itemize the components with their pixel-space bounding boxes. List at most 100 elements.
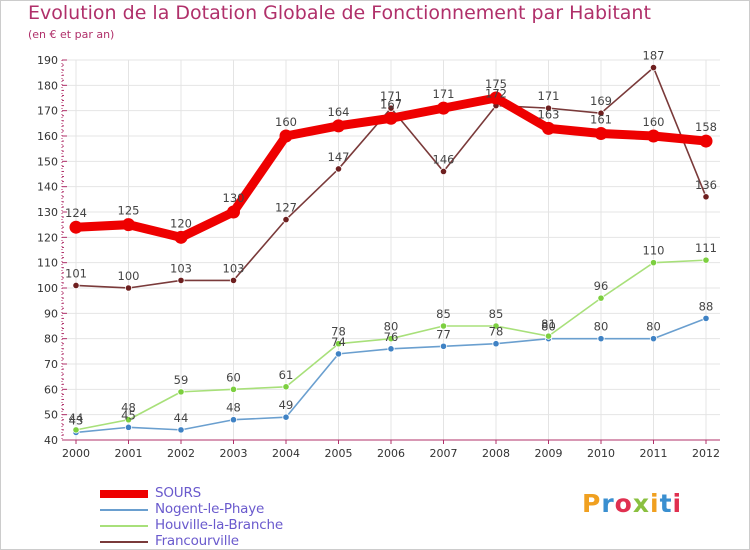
data-label: 167 <box>380 97 402 111</box>
x-tick-label: 2009 <box>535 447 563 460</box>
data-point <box>124 416 133 424</box>
data-point <box>177 276 185 284</box>
y-tick-label: 150 <box>37 155 58 168</box>
data-point <box>229 276 238 284</box>
data-point <box>387 335 395 343</box>
data-label: 110 <box>643 244 665 258</box>
data-label: 100 <box>118 269 140 283</box>
data-label: 187 <box>643 49 665 63</box>
data-label: 88 <box>699 299 714 313</box>
logo-letter: i <box>672 489 683 518</box>
x-tick-label: 2011 <box>640 447 668 460</box>
legend-label: Francourville <box>155 533 239 549</box>
data-label: 127 <box>275 201 297 215</box>
x-tick-label: 2002 <box>167 447 195 460</box>
data-point <box>69 220 83 234</box>
data-point <box>384 111 398 125</box>
x-tick-label: 2000 <box>62 447 90 460</box>
data-point <box>229 385 238 393</box>
data-label: 85 <box>489 307 504 321</box>
y-tick-label: 140 <box>37 181 58 194</box>
data-label: 44 <box>174 411 189 425</box>
data-point <box>72 281 80 290</box>
axes: 40 50 60 70 80 90 100 110 120 130 140 150 160 170 180 1… <box>37 54 720 460</box>
y-tick-label: 40 <box>44 434 58 447</box>
legend-swatch <box>100 541 148 543</box>
x-tick-label: 2012 <box>692 447 720 460</box>
data-point <box>439 342 448 350</box>
legend-swatch <box>100 509 148 511</box>
y-tick-label: 90 <box>44 307 58 320</box>
data-label: 78 <box>489 325 504 339</box>
y-tick-label: 110 <box>37 257 58 270</box>
data-label: 43 <box>69 413 84 427</box>
logo-letter: t <box>659 489 673 518</box>
data-point <box>597 294 605 302</box>
x-tick-label: 2001 <box>115 447 143 460</box>
data-point <box>174 230 188 244</box>
data-label: 124 <box>65 206 87 220</box>
data-point <box>334 165 343 173</box>
data-label: 175 <box>485 77 507 91</box>
data-label: 164 <box>328 105 350 119</box>
data-point <box>439 322 448 330</box>
data-point <box>649 259 658 267</box>
x-tick-label: 2003 <box>220 447 248 460</box>
data-point <box>122 218 135 232</box>
data-point <box>647 129 660 143</box>
x-tick-label: 2010 <box>587 447 615 460</box>
data-label: 171 <box>433 87 455 101</box>
legend-label: Nogent-le-Phaye <box>155 501 265 517</box>
data-label: 48 <box>121 401 136 415</box>
x-tick-label: 2007 <box>430 447 458 460</box>
logo-letter: r <box>601 489 615 518</box>
y-tick-label: 180 <box>37 79 58 92</box>
data-label: 78 <box>331 325 346 339</box>
data-label: 101 <box>65 266 87 280</box>
data-label: 44 <box>69 411 84 425</box>
grid-lines <box>62 59 720 441</box>
logo-letter: P <box>582 489 602 518</box>
data-point <box>597 109 605 117</box>
y-tick-label: 70 <box>44 358 58 371</box>
data-point <box>227 205 240 219</box>
data-point <box>282 413 290 421</box>
x-tick-label: 2008 <box>482 447 510 460</box>
data-point <box>72 426 80 434</box>
data-point <box>282 383 290 391</box>
data-point <box>594 126 608 140</box>
data-label: 74 <box>331 335 346 349</box>
data-point <box>282 216 290 224</box>
data-point <box>334 340 343 348</box>
data-label: 171 <box>538 89 560 103</box>
data-label: 158 <box>695 120 717 134</box>
data-point <box>699 134 713 148</box>
data-label: 169 <box>590 94 612 108</box>
data-label: 80 <box>541 320 556 334</box>
data-point <box>649 64 658 72</box>
data-point <box>544 332 553 340</box>
data-label: 146 <box>433 152 455 166</box>
data-point <box>387 345 395 353</box>
y-tick-label: 60 <box>44 383 58 396</box>
data-label: 163 <box>538 107 560 121</box>
data-point <box>279 129 293 143</box>
data-point <box>597 335 605 343</box>
y-tick-label: 130 <box>37 206 58 219</box>
data-label: 103 <box>223 261 245 275</box>
x-tick-label: 2006 <box>377 447 405 460</box>
data-point <box>649 335 658 343</box>
y-tick-label: 120 <box>37 231 58 244</box>
data-point <box>542 121 555 135</box>
y-tick-label: 170 <box>37 105 58 118</box>
data-point <box>702 314 710 322</box>
data-label: 172 <box>485 87 507 101</box>
chart-title: Evolution de la Dotation Globale de Fonc… <box>28 2 651 24</box>
legend-swatch <box>100 525 148 527</box>
data-label: 130 <box>223 191 245 205</box>
data-label: 85 <box>436 307 451 321</box>
data-label: 80 <box>646 320 661 334</box>
